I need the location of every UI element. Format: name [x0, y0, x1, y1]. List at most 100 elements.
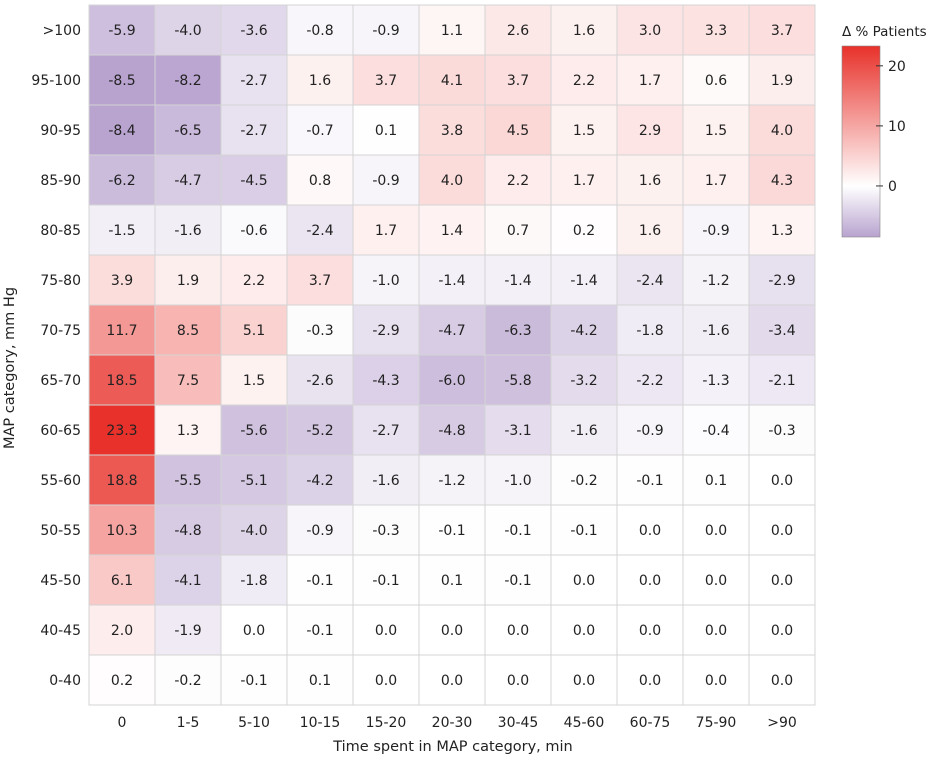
cell-value-label: 18.5: [106, 373, 137, 389]
cell-value-label: 1.9: [771, 73, 793, 89]
cell-value-label: 8.5: [177, 323, 199, 339]
cell-value-label: 4.3: [771, 173, 793, 189]
cell-value-label: -0.1: [570, 523, 597, 539]
cell-value-label: 1.6: [639, 223, 661, 239]
heatmap-cell: [352, 54, 420, 106]
heatmap-cell: [220, 204, 288, 256]
heatmap-cell: [748, 154, 816, 206]
y-tick-label: 65-70: [40, 373, 81, 389]
heatmap-cell: [550, 404, 618, 456]
cell-value-label: -1.6: [174, 223, 201, 239]
y-tick-label: 90-95: [40, 123, 81, 139]
cell-value-label: 0.0: [705, 623, 727, 639]
heatmap-cell: [748, 554, 816, 606]
y-tick-label: 40-45: [40, 623, 81, 639]
heatmap-cell: [286, 204, 354, 256]
cell-value-label: 0.1: [705, 473, 727, 489]
heatmap-cell: [418, 404, 486, 456]
y-tick-label: 55-60: [40, 473, 81, 489]
heatmap-cell: [550, 454, 618, 506]
cell-value-label: 1.5: [573, 123, 595, 139]
heatmap-cell: [418, 454, 486, 506]
heatmap-cell: [352, 654, 420, 706]
cell-value-label: -2.7: [240, 73, 267, 89]
heatmap-cell: [484, 404, 552, 456]
heatmap-cell: [418, 504, 486, 556]
cell-value-label: -1.5: [108, 223, 135, 239]
cell-value-label: -1.4: [504, 273, 531, 289]
y-tick-label: 60-65: [40, 423, 81, 439]
heatmap-cell: [418, 204, 486, 256]
heatmap-cell: [220, 454, 288, 506]
cell-value-label: 4.1: [441, 73, 463, 89]
heatmap-cell: [286, 654, 354, 706]
heatmap-cell: [88, 4, 156, 56]
cell-value-label: 4.5: [507, 123, 529, 139]
heatmap-cell: [418, 104, 486, 156]
cell-value-label: -5.9: [108, 23, 135, 39]
cell-value-label: 0.7: [507, 223, 529, 239]
cell-value-label: 11.7: [106, 323, 137, 339]
cell-value-label: -6.5: [174, 123, 201, 139]
heatmap-cell: [616, 204, 684, 256]
heatmap-cells: [88, 4, 816, 706]
cell-value-label: -2.6: [306, 373, 333, 389]
heatmap-cell-labels: -5.9 -4.0 -3.6 -0.8 -0.9 1.1 2.6 1.6 3.0 3.3 3.7 -8…: [106, 23, 795, 689]
x-tick-label: 20-30: [432, 715, 473, 731]
cell-value-label: -1.3: [702, 373, 729, 389]
heatmap-cell: [550, 654, 618, 706]
heatmap-cell: [154, 554, 222, 606]
y-axis-title: MAP category, mm Hg: [2, 287, 18, 449]
cell-value-label: -8.4: [108, 123, 135, 139]
y-tick-label: 70-75: [40, 323, 81, 339]
heatmap-cell: [352, 504, 420, 556]
x-tick-label: 45-60: [564, 715, 605, 731]
cell-value-label: 1.7: [639, 73, 661, 89]
cell-value-label: 2.2: [573, 73, 595, 89]
cell-value-label: -0.4: [702, 423, 729, 439]
heatmap-cell: [682, 604, 750, 656]
cell-value-label: -1.2: [702, 273, 729, 289]
cell-value-label: 0.0: [705, 573, 727, 589]
heatmap-cell: [418, 154, 486, 206]
cell-value-label: 0.0: [507, 623, 529, 639]
heatmap-cell: [484, 304, 552, 356]
heatmap-cell: [748, 504, 816, 556]
heatmap-cell: [352, 554, 420, 606]
heatmap-cell: [286, 454, 354, 506]
cell-value-label: 3.9: [111, 273, 133, 289]
heatmap-cell: [682, 354, 750, 406]
heatmap-cell: [550, 554, 618, 606]
cell-value-label: -1.0: [504, 473, 531, 489]
x-tick-label: 0: [118, 715, 127, 731]
heatmap-cell: [418, 54, 486, 106]
cell-value-label: -0.3: [306, 323, 333, 339]
cell-value-label: -0.1: [306, 623, 333, 639]
heatmap-cell: [616, 104, 684, 156]
heatmap-cell: [154, 504, 222, 556]
cell-value-label: -3.1: [504, 423, 531, 439]
y-tick-label: 95-100: [31, 73, 81, 89]
cell-value-label: -8.2: [174, 73, 201, 89]
cell-value-label: -0.1: [438, 523, 465, 539]
cell-value-label: 7.5: [177, 373, 199, 389]
y-tick-label: 75-80: [40, 273, 81, 289]
heatmap-cell: [748, 304, 816, 356]
cell-value-label: 1.7: [705, 173, 727, 189]
y-tick-label: 85-90: [40, 173, 81, 189]
heatmap-cell: [484, 204, 552, 256]
heatmap-cell: [154, 604, 222, 656]
y-tick-label: 0-40: [49, 673, 81, 689]
heatmap-cell: [682, 54, 750, 106]
cell-value-label: 2.2: [243, 273, 265, 289]
cell-value-label: -1.6: [570, 423, 597, 439]
cell-value-label: 0.0: [573, 573, 595, 589]
cell-value-label: 0.6: [705, 73, 727, 89]
heatmap-cell: [616, 254, 684, 306]
cell-value-label: 0.1: [441, 573, 463, 589]
colorbar-tick-label: 20: [888, 59, 906, 75]
heatmap-cell: [352, 354, 420, 406]
cell-value-label: 0.0: [705, 523, 727, 539]
cell-value-label: 1.3: [177, 423, 199, 439]
